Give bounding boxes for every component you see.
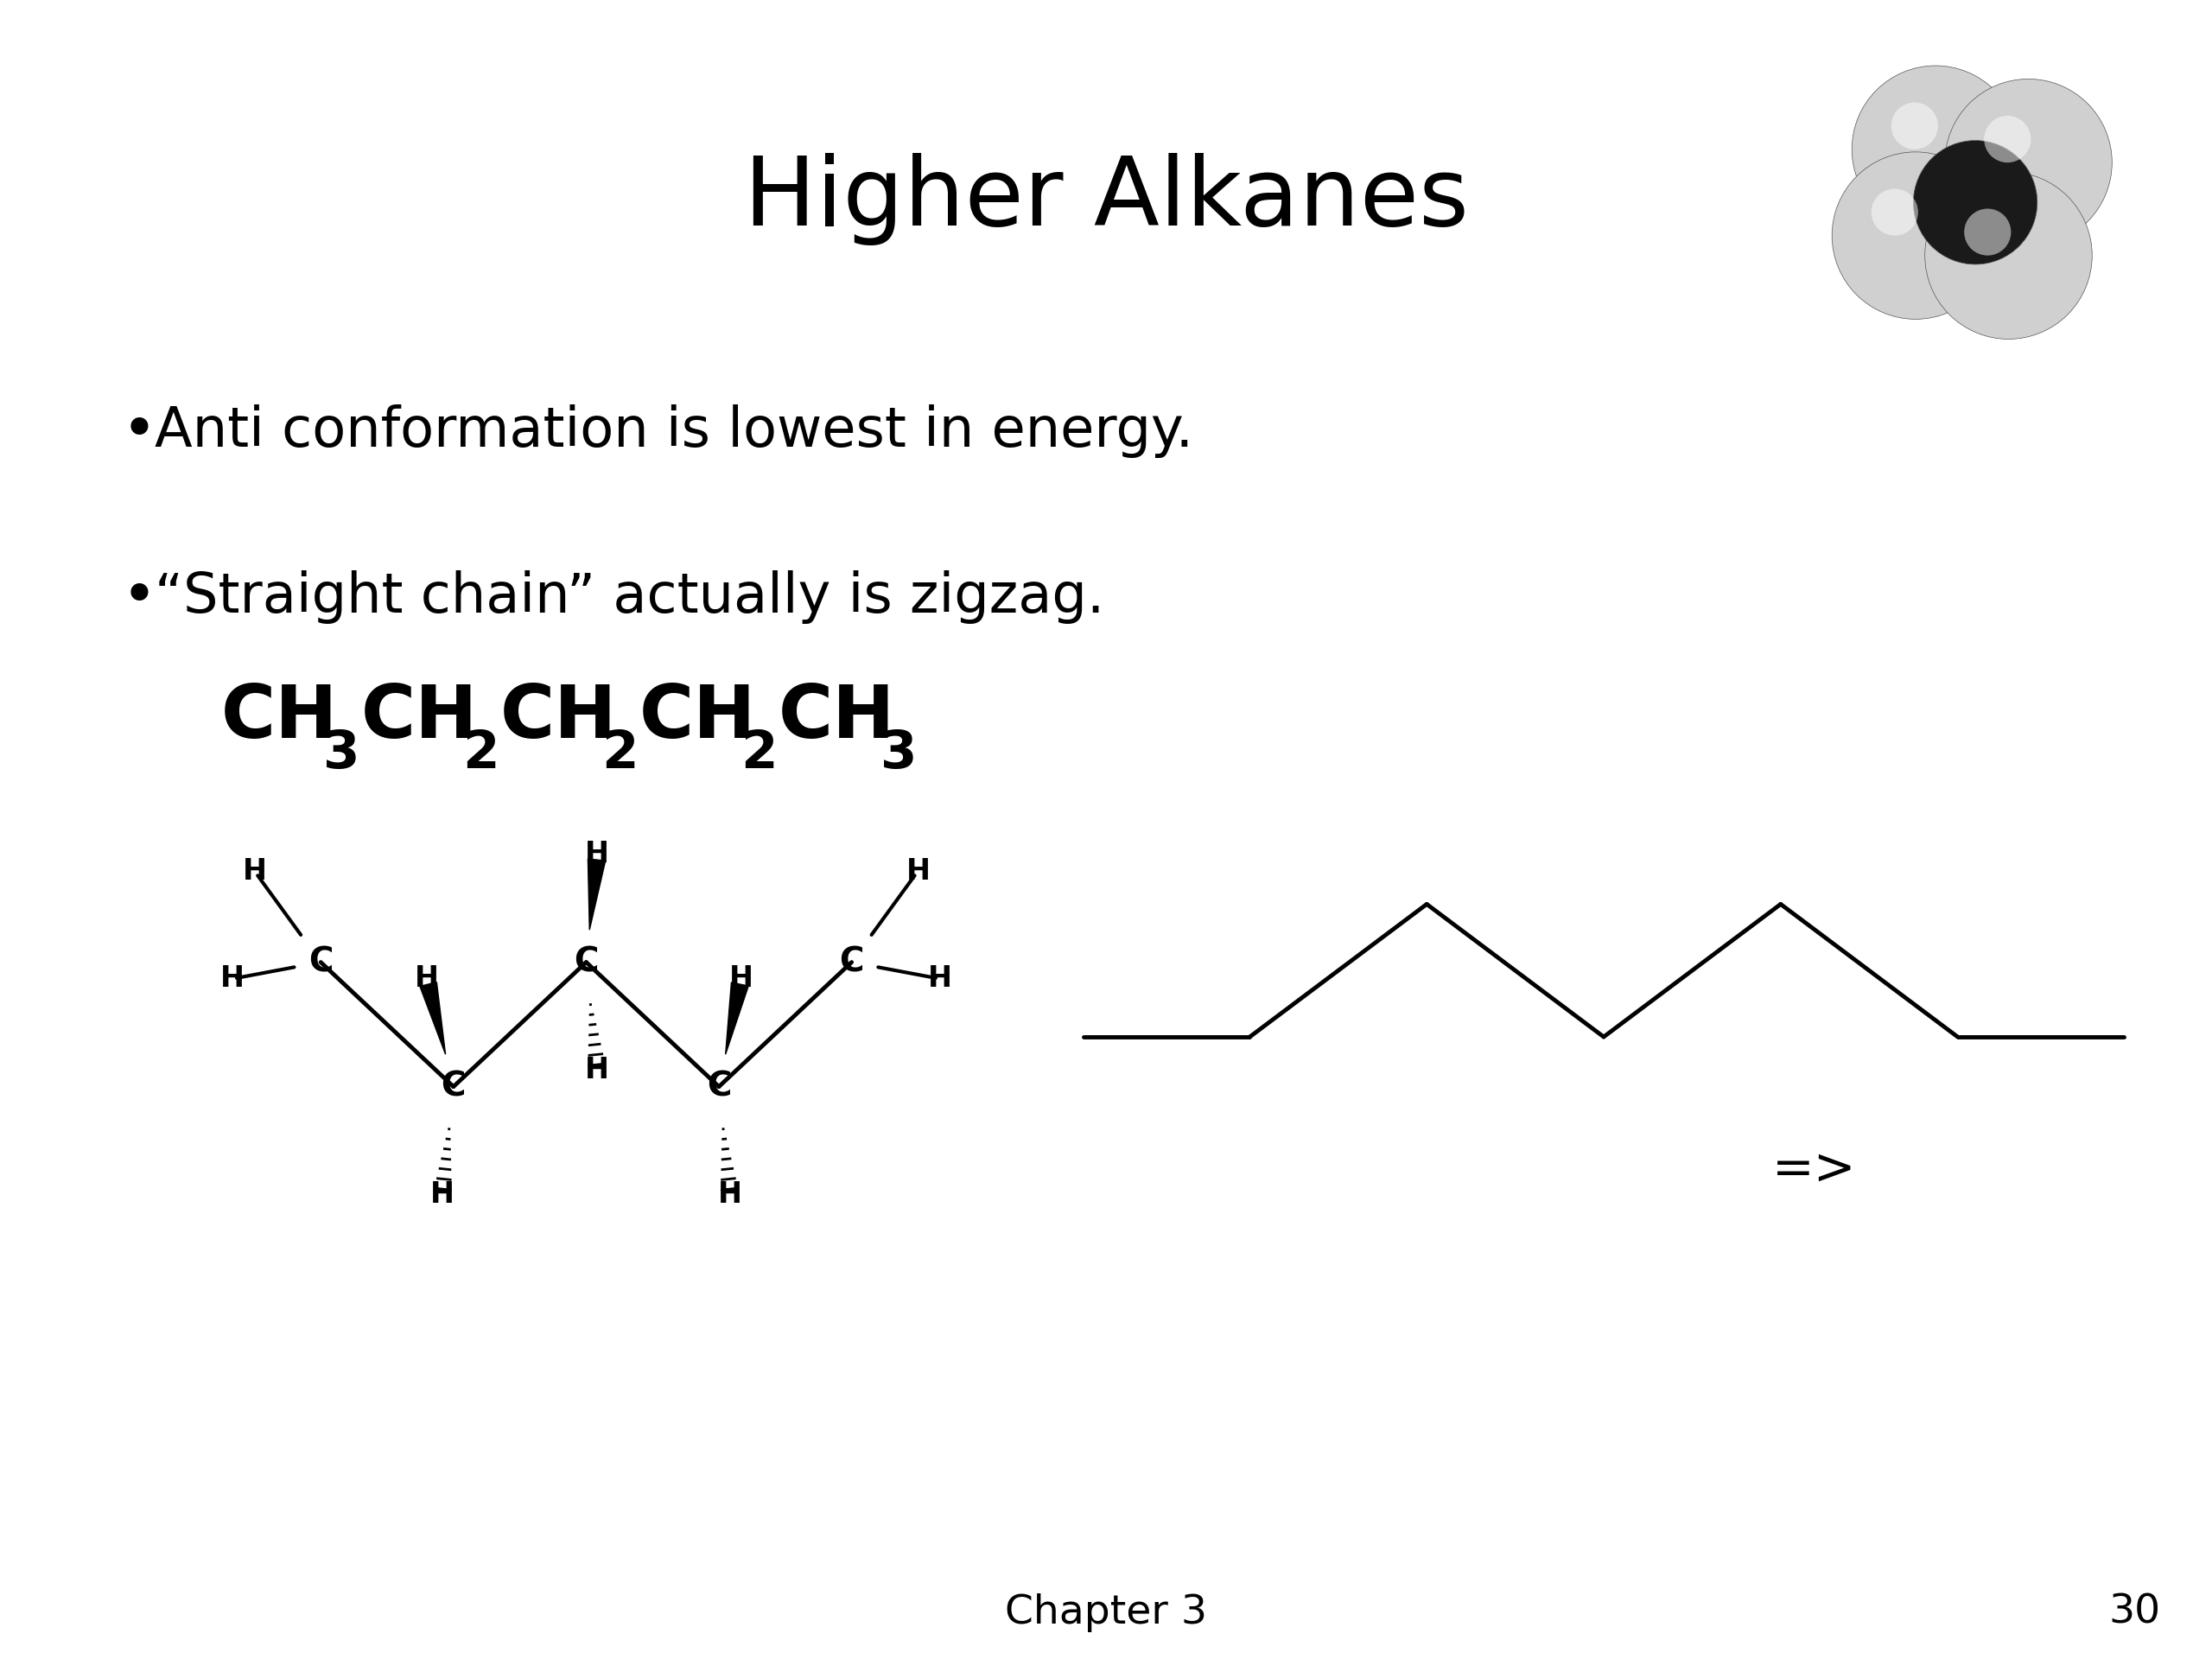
Text: 2: 2	[462, 728, 500, 780]
Text: •: •	[122, 569, 157, 625]
Text: 2: 2	[741, 728, 779, 780]
Text: CH: CH	[500, 682, 617, 753]
Polygon shape	[726, 982, 748, 1055]
Ellipse shape	[1944, 80, 2112, 246]
Text: CH: CH	[361, 682, 478, 753]
Text: Anti conformation is lowest in energy.: Anti conformation is lowest in energy.	[155, 405, 1194, 458]
Ellipse shape	[1913, 141, 2037, 264]
Text: H: H	[221, 964, 243, 994]
Ellipse shape	[1924, 173, 2093, 338]
Text: CH: CH	[221, 682, 338, 753]
Ellipse shape	[1832, 153, 2000, 319]
Text: CH: CH	[779, 682, 896, 753]
Ellipse shape	[1851, 66, 2020, 232]
Ellipse shape	[1891, 103, 1938, 149]
Ellipse shape	[1984, 116, 2031, 163]
Text: 3: 3	[323, 728, 361, 780]
Text: H: H	[431, 1180, 453, 1209]
Text: 3: 3	[880, 728, 918, 780]
Text: C: C	[838, 946, 865, 979]
Text: H: H	[586, 839, 608, 869]
Text: H: H	[586, 1055, 608, 1085]
Text: Higher Alkanes: Higher Alkanes	[743, 153, 1469, 246]
Polygon shape	[588, 859, 606, 929]
Text: H: H	[929, 964, 951, 994]
Text: “Straight chain” actually is zigzag.: “Straight chain” actually is zigzag.	[155, 571, 1104, 624]
Text: 30: 30	[2108, 1593, 2161, 1632]
Text: C: C	[440, 1070, 467, 1103]
Text: H: H	[730, 964, 752, 994]
Text: CH: CH	[639, 682, 757, 753]
Text: C: C	[573, 946, 599, 979]
Text: H: H	[416, 964, 438, 994]
Text: •: •	[122, 403, 157, 460]
Ellipse shape	[1871, 189, 1918, 236]
Text: 2: 2	[602, 728, 639, 780]
Text: C: C	[706, 1070, 732, 1103]
Text: H: H	[907, 856, 929, 886]
Polygon shape	[420, 982, 445, 1055]
Text: =>: =>	[1772, 1145, 1856, 1194]
Ellipse shape	[1964, 209, 2011, 255]
Text: H: H	[719, 1180, 741, 1209]
Text: C: C	[307, 946, 334, 979]
Text: H: H	[243, 856, 265, 886]
Text: Chapter 3: Chapter 3	[1004, 1593, 1208, 1632]
